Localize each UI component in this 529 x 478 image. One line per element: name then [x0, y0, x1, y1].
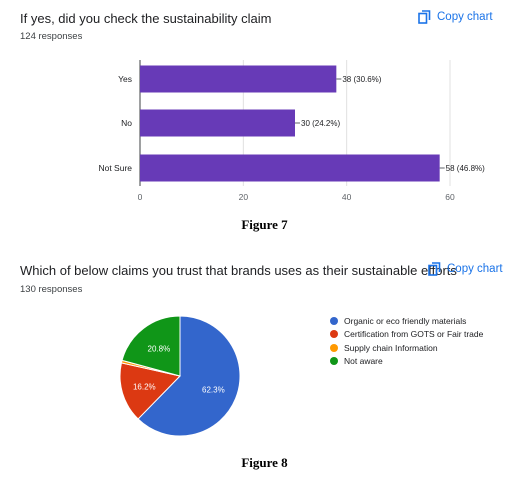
legend-swatch [330, 330, 338, 339]
x-tick-label: 0 [138, 192, 143, 202]
category-label: Yes [118, 74, 132, 84]
legend-label: Organic or eco friendly materials [344, 315, 467, 326]
category-label: Not Sure [98, 163, 132, 173]
figure-7-caption: Figure 7 [241, 217, 288, 232]
copy-icon [418, 10, 431, 24]
response-count: 124 responses [20, 31, 83, 42]
data-label: 30 (24.2%) [301, 119, 340, 128]
copy-chart-button[interactable]: Copy chart [428, 262, 503, 276]
pie-chart: 62.3% 16.2% 20.8% [119, 315, 241, 437]
pie-slice [137, 315, 241, 437]
pie-slice [119, 362, 181, 420]
figure-8-caption: Figure 8 [241, 455, 288, 470]
legend-item: Supply chain Information [330, 341, 483, 355]
data-label: 38 (30.6%) [342, 75, 381, 84]
bar [140, 109, 295, 137]
slice-label: 16.2% [133, 383, 156, 392]
bar-chart: 0 20 40 60 Yes 38 (30.6%) No 30 (24.2%) Not Sure… [98, 60, 485, 202]
x-tick-label: 60 [445, 192, 455, 202]
legend-item: Not aware [330, 355, 483, 369]
category-label: No [121, 118, 132, 128]
question-title: If yes, did you check the sustainability… [20, 11, 272, 26]
x-tick-label: 40 [342, 192, 352, 202]
legend-item: Certification from GOTS or Fair trade [330, 328, 483, 342]
data-label: 58 (46.8%) [446, 164, 485, 173]
bar [140, 65, 337, 93]
response-count: 130 responses [20, 284, 83, 295]
copy-chart-button[interactable]: Copy chart [418, 10, 493, 24]
copy-icon [428, 262, 441, 276]
legend-item: Organic or eco friendly materials [330, 314, 483, 328]
legend-label: Not aware [344, 356, 383, 367]
copy-chart-label: Copy chart [447, 263, 503, 275]
legend-swatch [330, 343, 338, 352]
bar [140, 154, 440, 182]
legend-label: Supply chain Information [344, 342, 438, 353]
copy-chart-label: Copy chart [437, 11, 493, 23]
legend-swatch [330, 357, 338, 366]
legend-label: Certification from GOTS or Fair trade [344, 329, 484, 340]
slice-label: 62.3% [202, 386, 225, 395]
question-title: Which of below claims you trust that bra… [20, 263, 457, 278]
slice-label: 20.8% [148, 344, 171, 353]
pie-slice [121, 315, 181, 377]
legend-swatch [330, 316, 338, 325]
x-tick-label: 20 [239, 192, 249, 202]
pie-legend: Organic or eco friendly materials Certifi… [330, 314, 483, 368]
